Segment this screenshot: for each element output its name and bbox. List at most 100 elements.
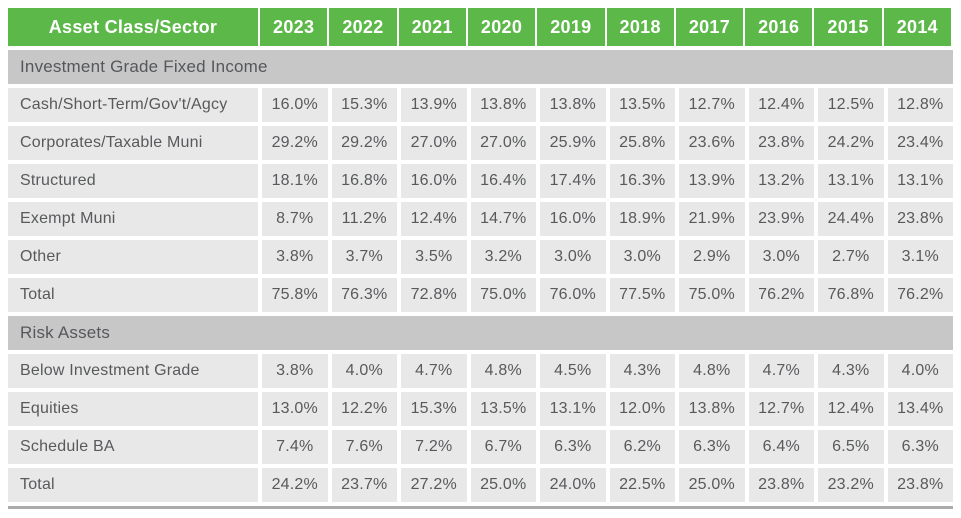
value-cell: 27.2% [401, 468, 467, 502]
value-cell: 3.8% [262, 240, 328, 274]
value-cell: 25.9% [540, 126, 606, 160]
value-cell: 24.4% [818, 202, 884, 236]
row-label-cell: Total [8, 468, 258, 502]
value-cell: 23.8% [887, 468, 953, 502]
value-cell: 12.4% [818, 392, 884, 426]
value-cell: 16.3% [609, 164, 675, 198]
value-cell: 22.5% [609, 468, 675, 502]
value-cell: 76.2% [748, 278, 814, 312]
value-cell: 3.8% [262, 354, 328, 388]
value-cell: 24.2% [262, 468, 328, 502]
row-label-cell: Total [8, 278, 258, 312]
table-row: Cash/Short-Term/Gov't/Agcy 16.0% 15.3% 13.9… [8, 88, 953, 122]
value-cell: 12.8% [887, 88, 953, 122]
row-label-cell: Equities [8, 392, 258, 426]
value-cell: 17.4% [540, 164, 606, 198]
value-cell: 3.0% [609, 240, 675, 274]
value-cell: 16.0% [262, 88, 328, 122]
value-cell: 6.7% [470, 430, 536, 464]
value-cell: 11.2% [331, 202, 397, 236]
value-cell: 15.3% [331, 88, 397, 122]
value-cell: 13.1% [818, 164, 884, 198]
value-cell: 3.1% [887, 240, 953, 274]
value-cell: 24.0% [540, 468, 606, 502]
value-cell: 16.8% [331, 164, 397, 198]
value-cell: 2.7% [818, 240, 884, 274]
value-cell: 23.2% [818, 468, 884, 502]
value-cell: 23.8% [887, 202, 953, 236]
year-header-cell: 2016 [745, 8, 813, 46]
value-cell: 77.5% [609, 278, 675, 312]
table-row: Schedule BA 7.4% 7.6% 7.2% 6.7% 6.3% 6.2% 6.3% 6… [8, 430, 953, 464]
value-cell: 29.2% [262, 126, 328, 160]
value-cell: 3.7% [331, 240, 397, 274]
value-cell: 4.3% [609, 354, 675, 388]
value-cell: 13.0% [262, 392, 328, 426]
value-cell: 13.8% [470, 88, 536, 122]
value-cell: 13.5% [470, 392, 536, 426]
year-header-cell: 2022 [329, 8, 397, 46]
value-cell: 13.4% [887, 392, 953, 426]
value-cell: 12.7% [748, 392, 814, 426]
table-row: Total 24.2% 23.7% 27.2% 25.0% 24.0% 22.5% 25.0%… [8, 468, 953, 502]
value-cell: 75.0% [679, 278, 745, 312]
table-row: Below Investment Grade 3.8% 4.0% 4.7% 4.8% 4.… [8, 354, 953, 388]
row-label-cell: Exempt Muni [8, 202, 258, 236]
table-row: Structured 18.1% 16.8% 16.0% 16.4% 17.4% 16.3%… [8, 164, 953, 198]
value-cell: 76.2% [887, 278, 953, 312]
value-cell: 76.3% [331, 278, 397, 312]
value-cell: 12.0% [609, 392, 675, 426]
value-cell: 76.0% [540, 278, 606, 312]
value-cell: 18.9% [609, 202, 675, 236]
value-cell: 13.1% [540, 392, 606, 426]
value-cell: 16.4% [470, 164, 536, 198]
table-body: Investment Grade Fixed Income Cash/Short-… [8, 50, 953, 502]
year-header-cell: 2019 [537, 8, 605, 46]
value-cell: 7.2% [401, 430, 467, 464]
table-row: Total 75.8% 76.3% 72.8% 75.0% 76.0% 77.5% 75.0%… [8, 278, 953, 312]
value-cell: 27.0% [401, 126, 467, 160]
value-cell: 75.0% [470, 278, 536, 312]
value-cell: 23.6% [679, 126, 745, 160]
value-cell: 13.1% [887, 164, 953, 198]
value-cell: 4.7% [748, 354, 814, 388]
year-header-cell: 2023 [260, 8, 328, 46]
row-label-cell: Structured [8, 164, 258, 198]
value-cell: 6.3% [679, 430, 745, 464]
value-cell: 6.3% [540, 430, 606, 464]
year-header-cell: 2018 [606, 8, 674, 46]
value-cell: 12.4% [748, 88, 814, 122]
row-label-cell: Other [8, 240, 258, 274]
section-header: Risk Assets [8, 316, 953, 350]
value-cell: 72.8% [401, 278, 467, 312]
value-cell: 3.5% [401, 240, 467, 274]
asset-class-header-cell: Asset Class/Sector [8, 8, 258, 46]
value-cell: 3.2% [470, 240, 536, 274]
asset-allocation-table: Asset Class/Sector 2023 2022 2021 2020 2019 20… [8, 8, 953, 509]
value-cell: 13.9% [679, 164, 745, 198]
row-label-cell: Corporates/Taxable Muni [8, 126, 258, 160]
value-cell: 2.9% [679, 240, 745, 274]
value-cell: 3.0% [540, 240, 606, 274]
row-label-cell: Schedule BA [8, 430, 258, 464]
value-cell: 4.8% [470, 354, 536, 388]
value-cell: 6.2% [609, 430, 675, 464]
value-cell: 29.2% [331, 126, 397, 160]
value-cell: 23.9% [748, 202, 814, 236]
row-label-cell: Cash/Short-Term/Gov't/Agcy [8, 88, 258, 122]
value-cell: 21.9% [679, 202, 745, 236]
section-header: Investment Grade Fixed Income [8, 50, 953, 84]
value-cell: 8.7% [262, 202, 328, 236]
table-row: Corporates/Taxable Muni 29.2% 29.2% 27.0% 27… [8, 126, 953, 160]
value-cell: 4.8% [679, 354, 745, 388]
value-cell: 13.2% [748, 164, 814, 198]
value-cell: 16.0% [401, 164, 467, 198]
value-cell: 24.2% [818, 126, 884, 160]
value-cell: 25.0% [679, 468, 745, 502]
year-header-cell: 2020 [467, 8, 536, 46]
value-cell: 76.8% [818, 278, 884, 312]
value-cell: 13.9% [401, 88, 467, 122]
table-row: Equities 13.0% 12.2% 15.3% 13.5% 13.1% 12.0% 13… [8, 392, 953, 426]
year-header-cell: 2021 [398, 8, 466, 46]
value-cell: 27.0% [470, 126, 536, 160]
